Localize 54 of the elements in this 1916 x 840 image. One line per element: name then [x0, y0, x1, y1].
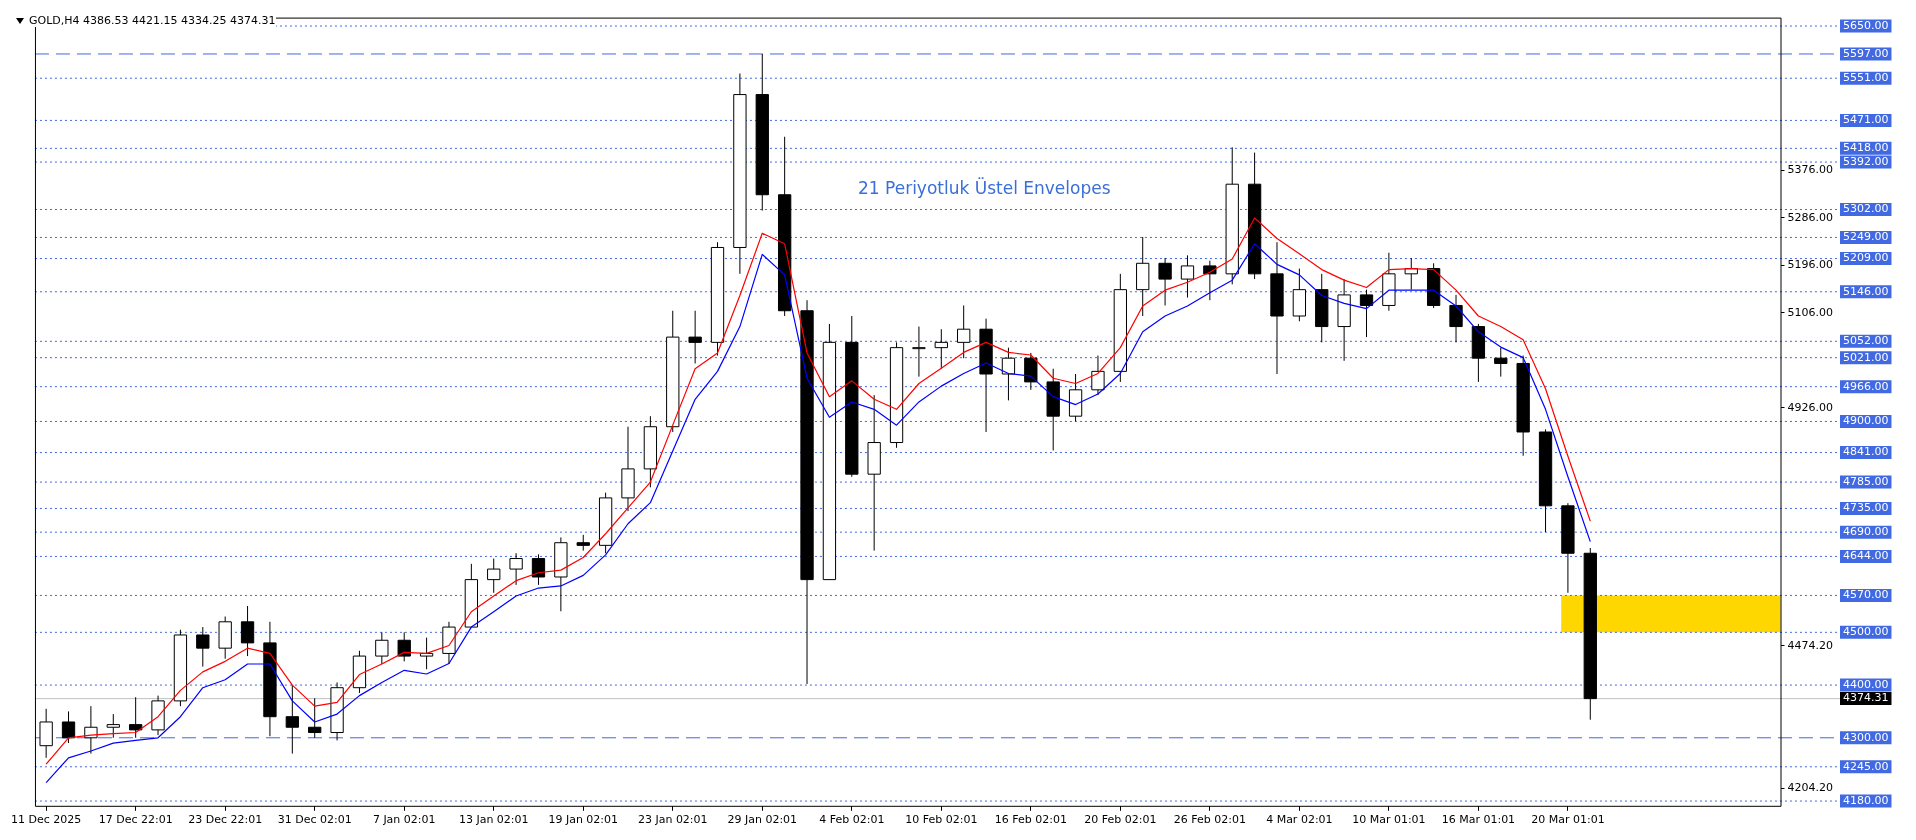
- x-tick-label: 4 Feb 02:01: [819, 813, 885, 827]
- y-tick-label: 4204.20: [1787, 781, 1834, 795]
- ref-line-label: 4900.00: [1843, 414, 1889, 428]
- y-tick-label: 5106.00: [1787, 305, 1834, 319]
- ref-line-label: 4644.00: [1843, 549, 1889, 563]
- ref-line-label: 4180.00: [1843, 793, 1889, 807]
- ref-line-label: 5471.00: [1843, 113, 1889, 127]
- ref-line-label: 4500.00: [1843, 625, 1889, 639]
- ref-line-label: 4841.00: [1843, 445, 1889, 459]
- x-tick-label: 20 Mar 01:01: [1531, 813, 1605, 827]
- ref-line-label: 4245.00: [1843, 759, 1889, 773]
- y-tick-label: 5286.00: [1787, 210, 1834, 224]
- x-tick-label: 16 Mar 01:01: [1441, 813, 1516, 827]
- x-tick-label: 31 Dec 02:01: [277, 813, 352, 827]
- x-tick-label: 23 Jan 02:01: [637, 813, 708, 827]
- x-tick-label: 26 Feb 02:01: [1173, 813, 1246, 827]
- ref-line-label: 5418.00: [1843, 141, 1889, 155]
- ref-line-label: 4735.00: [1843, 501, 1889, 515]
- chart-title: GOLD,H4 4386.53 4421.15 4334.25 4374.31: [29, 14, 276, 27]
- ref-line-label: 5052.00: [1843, 334, 1889, 348]
- candlestick: [509, 552, 523, 586]
- ref-line-label: 5146.00: [1843, 284, 1889, 298]
- x-tick-label: 11 Dec 2025: [11, 813, 82, 827]
- annotation: 21 Periyotluk Üstel Envelopes: [858, 178, 1111, 198]
- ref-line-label: 5209.00: [1843, 251, 1889, 265]
- x-tick-label: 16 Feb 02:01: [994, 813, 1067, 827]
- x-tick-label: 7 Jan 02:01: [372, 813, 436, 827]
- ref-line-label: 4966.00: [1843, 379, 1889, 393]
- x-tick-label: 13 Jan 02:01: [458, 813, 529, 827]
- ref-line-label: 5597.00: [1843, 46, 1889, 60]
- ref-line-label: 4400.00: [1843, 677, 1889, 691]
- ref-line-label: 4690.00: [1843, 525, 1889, 539]
- x-tick-label: 10 Feb 02:01: [905, 813, 978, 827]
- ref-line-label: 4570.00: [1843, 588, 1889, 602]
- x-tick-label: 20 Feb 02:01: [1084, 813, 1157, 827]
- ref-line-label: 4374.31: [1843, 691, 1889, 705]
- x-tick-label: 10 Mar 01:01: [1352, 813, 1426, 827]
- x-tick-label: 19 Jan 02:01: [548, 813, 619, 827]
- x-tick-label: 4 Mar 02:01: [1266, 813, 1333, 827]
- ref-line-label: 5249.00: [1843, 230, 1889, 244]
- ref-line-label: 5392.00: [1843, 154, 1889, 168]
- ref-line-label: 4785.00: [1843, 474, 1889, 488]
- x-tick-label: 23 Dec 22:01: [188, 813, 263, 827]
- x-tick-label: 29 Jan 02:01: [727, 813, 798, 827]
- y-tick-label: 4474.20: [1787, 638, 1834, 652]
- ref-line-label: 5551.00: [1843, 71, 1889, 85]
- ref-line-label: 5021.00: [1843, 350, 1889, 364]
- y-tick-label: 4926.00: [1787, 400, 1834, 414]
- ref-line-label: 5302.00: [1843, 202, 1889, 216]
- ref-line-label: 4300.00: [1843, 730, 1889, 744]
- y-tick-label: 5196.00: [1787, 258, 1834, 272]
- y-tick-label: 5376.00: [1787, 163, 1834, 177]
- x-tick-label: 17 Dec 22:01: [98, 813, 173, 827]
- ref-line-label: 5650.00: [1843, 18, 1889, 32]
